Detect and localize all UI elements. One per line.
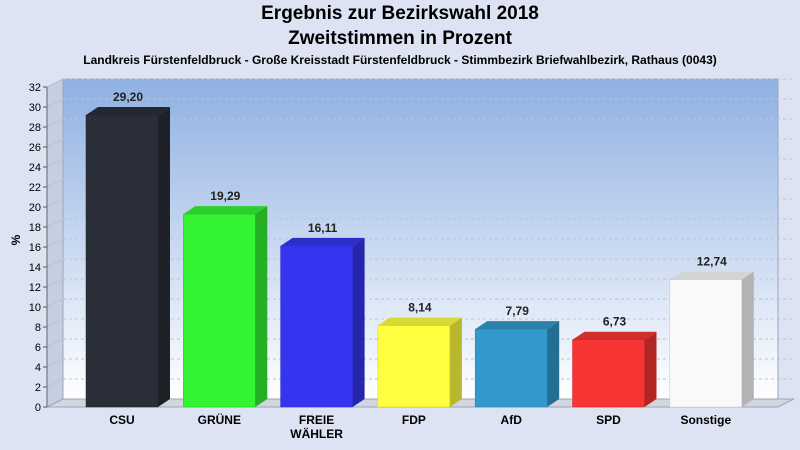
y-tick-label: 24 [29,162,41,174]
bar-side [449,317,462,407]
y-tick-label: 12 [29,282,41,294]
x-tick-label: WÄHLER [290,426,343,441]
y-tick-label: 20 [29,202,41,214]
y-tick-label: 14 [29,262,41,274]
bar-top [572,331,657,340]
x-tick-label: Sonstige [680,413,731,427]
bar [669,271,754,408]
y-tick-label: 32 [29,82,41,94]
y-tick-label: 6 [35,342,41,354]
y-tick-label: 8 [35,322,41,334]
bar-front [377,325,451,408]
bar-side [352,237,365,407]
x-tick-label: FDP [402,413,426,427]
bar [474,321,560,408]
chart-subtitle-line: Zweitstimmen in Prozent [288,28,512,49]
data-label: 6,73 [603,315,627,329]
gridline-side [46,338,64,348]
x-tick-label: SPD [596,413,621,427]
y-axis-label: % [9,234,23,245]
x-tick-label: CSU [109,413,134,427]
gridline-side [46,318,64,328]
chart-subtitle: Landkreis Fürstenfeldbruck - Große Kreis… [83,53,717,67]
gridline-side [46,278,64,288]
y-tick-label: 2 [35,382,41,394]
bar-side [741,271,754,407]
gridline-side [46,198,64,208]
data-label: 29,20 [113,90,143,104]
gridline-side [46,178,64,188]
bar [280,237,365,408]
y-tick-label: 0 [35,402,41,414]
bar-side [255,206,268,407]
bar-front [183,213,256,408]
y-tick-label: 4 [35,362,41,374]
data-label: 12,74 [697,255,727,269]
gridline-side [46,358,64,368]
bar-side [158,107,170,407]
bar-front [669,279,743,408]
bar-top [669,271,754,280]
bar [183,206,268,408]
bar-top [183,206,268,215]
gridline-side [46,298,64,308]
bar-front [280,245,353,408]
gridline-side [46,258,64,268]
gridline-side [46,378,64,388]
y-tick-label: 28 [29,122,41,134]
gridline-side [46,158,64,168]
bar [572,331,657,408]
bar-top [280,237,365,246]
gridline-side [46,218,64,228]
gridline-side [46,138,64,148]
gridline-side [46,78,64,88]
gridline-side [46,238,64,248]
x-tick-label: FREIE [299,413,334,427]
y-tick-label: 10 [29,302,41,314]
bar-front [572,339,645,408]
data-label: 19,29 [210,189,240,203]
bar-side [644,331,657,407]
bar [377,317,462,408]
gridline-side [46,98,64,108]
bar-top [377,317,462,326]
x-tick-label: GRÜNE [198,412,241,427]
y-tick-label: 16 [29,242,41,254]
bar-top [86,107,170,115]
y-tick-label: 22 [29,182,41,194]
bar-front [474,328,548,408]
gridline-side [46,118,64,128]
y-tick-label: 26 [29,142,41,154]
data-label: 7,79 [506,304,530,318]
bar [85,107,170,408]
y-tick-label: 18 [29,222,41,234]
data-label: 16,11 [308,221,338,235]
data-label: 8,14 [408,301,432,315]
x-tick-label: AfD [501,413,523,427]
y-tick-label: 30 [29,102,41,114]
bar-side [547,321,560,407]
chart-title: Ergebnis zur Bezirkswahl 2018 [261,3,539,24]
bar-front [85,114,159,408]
bar-top [475,321,560,330]
